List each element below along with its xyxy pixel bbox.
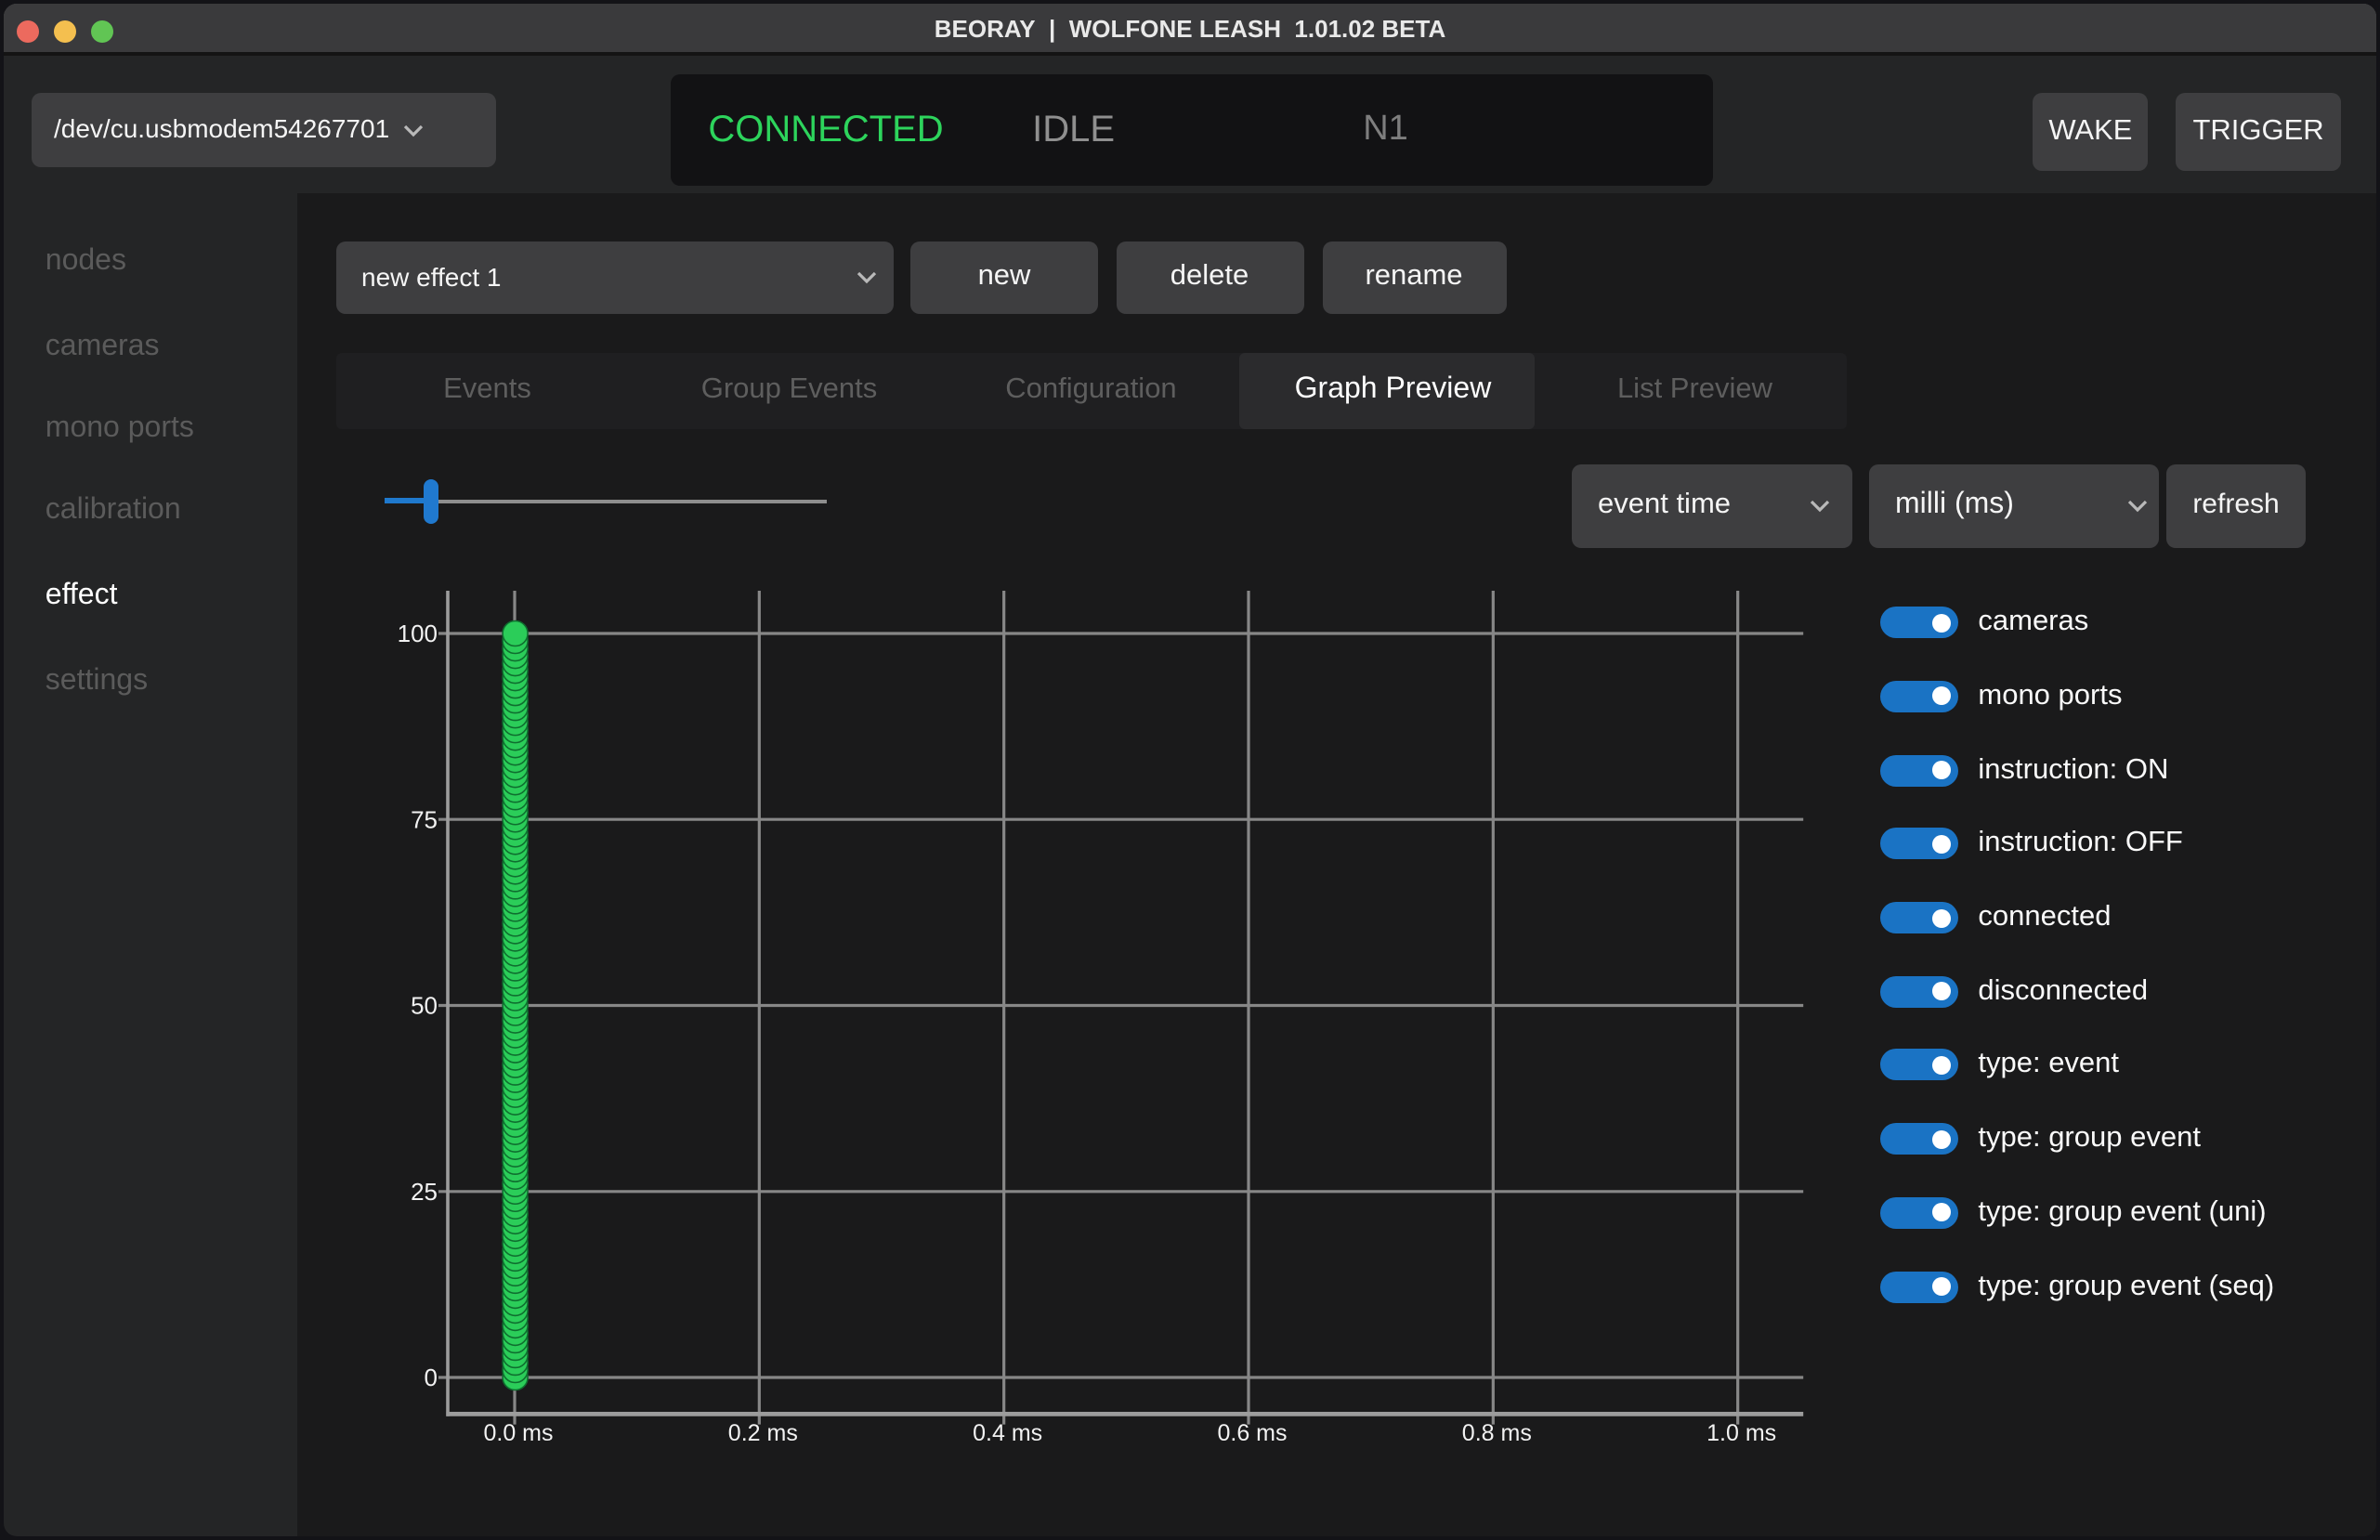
svg-text:0.6 ms: 0.6 ms	[1217, 1420, 1287, 1446]
svg-text:25: 25	[411, 1178, 438, 1206]
svg-text:0: 0	[425, 1364, 438, 1391]
svg-text:75: 75	[411, 805, 438, 833]
svg-text:100: 100	[398, 620, 438, 647]
svg-text:0.0 ms: 0.0 ms	[483, 1420, 553, 1446]
svg-text:0.4 ms: 0.4 ms	[973, 1420, 1042, 1446]
svg-text:50: 50	[411, 992, 438, 1020]
svg-text:0.2 ms: 0.2 ms	[728, 1420, 798, 1446]
svg-text:0.8 ms: 0.8 ms	[1462, 1420, 1532, 1446]
svg-text:1.0 ms: 1.0 ms	[1707, 1420, 1776, 1446]
